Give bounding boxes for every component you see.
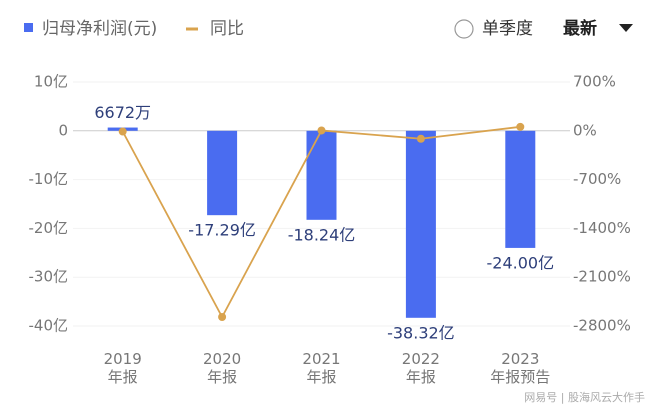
y-tick-label: -20亿: [29, 219, 69, 237]
y-tick-label: 10亿: [34, 73, 68, 91]
legend-label: 归母净利润(元): [42, 19, 157, 39]
y-tick-label: -40亿: [29, 317, 69, 335]
x-tick-label: 2019 年报: [103, 350, 142, 386]
bar: [306, 130, 337, 220]
line-point: [516, 122, 525, 131]
y-tick-label: -30亿: [29, 268, 69, 286]
value-label: -17.29亿: [188, 221, 256, 240]
x-tick-label: 2023 年报预告: [490, 350, 551, 386]
legend-swatch: [24, 23, 33, 32]
y2-tick-label: -2100%: [573, 268, 631, 286]
line-point: [416, 134, 425, 143]
legend-label: 同比: [210, 19, 244, 39]
dropdown-arrow[interactable]: [619, 24, 633, 32]
x-tick-label: 2022 年报: [401, 350, 440, 386]
y2-tick-label: -2800%: [573, 317, 631, 335]
y-tick-label: 0: [58, 121, 68, 139]
y-tick-label: -10亿: [29, 170, 69, 188]
value-label: -24.00亿: [487, 253, 555, 272]
watermark: 网易号 | 股海风云大作手: [524, 390, 645, 404]
sort-label[interactable]: 最新: [563, 18, 597, 39]
value-label: -38.32亿: [387, 323, 455, 342]
y2-tick-label: -1400%: [573, 219, 631, 237]
radio[interactable]: [454, 19, 474, 39]
x-tick-label: 2020 年报: [203, 350, 242, 386]
y2-tick-label: 700%: [573, 73, 616, 91]
bar: [207, 130, 238, 216]
toggle-label[interactable]: 单季度: [482, 19, 533, 39]
x-tick-label: 2021 年报: [302, 350, 341, 386]
value-label: 6672万: [94, 103, 151, 122]
line-point: [317, 126, 326, 135]
y2-tick-label: -700%: [573, 170, 621, 188]
line-point: [218, 313, 227, 322]
value-label: -18.24亿: [288, 225, 356, 244]
bar: [405, 130, 436, 318]
line-point: [118, 127, 127, 136]
bar: [505, 130, 536, 248]
y2-tick-label: 0%: [573, 121, 597, 139]
